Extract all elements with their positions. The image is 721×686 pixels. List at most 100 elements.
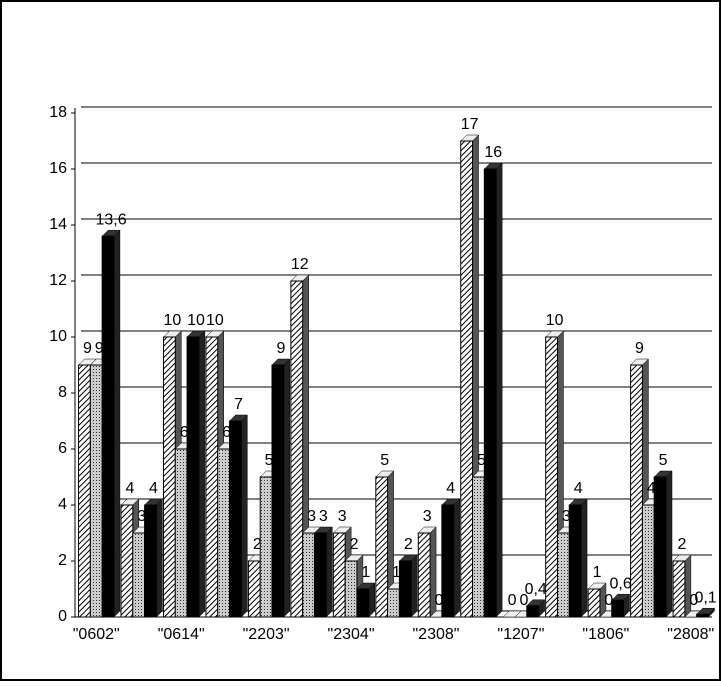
bar-face xyxy=(217,448,231,618)
data-label: 0,1 xyxy=(694,589,716,606)
bar xyxy=(441,498,461,618)
data-label: 3 xyxy=(137,508,146,525)
bar-face xyxy=(89,364,103,618)
data-label: 3 xyxy=(338,508,347,525)
data-label: 0,4 xyxy=(525,581,547,598)
data-label: 5 xyxy=(659,452,668,469)
bar-face xyxy=(495,162,503,618)
x-tick-label: "1207" xyxy=(497,626,544,643)
bar xyxy=(228,414,248,618)
bar-face xyxy=(344,560,358,618)
bar-face xyxy=(174,448,188,618)
data-label: 6 xyxy=(180,424,189,441)
bar-face xyxy=(332,532,346,618)
data-label: 3 xyxy=(562,508,571,525)
data-label: 9 xyxy=(83,340,92,357)
data-label: 16 xyxy=(484,144,502,161)
bar-face xyxy=(144,504,157,618)
bar-face xyxy=(453,498,460,618)
bar-face xyxy=(568,504,582,618)
x-tick-label: "2808" xyxy=(667,626,714,643)
bar-face xyxy=(120,504,134,618)
bar xyxy=(672,554,692,618)
bar-face xyxy=(375,476,389,618)
x-tick-label: "0614" xyxy=(158,626,205,643)
bar xyxy=(696,607,716,618)
data-label: 0 xyxy=(689,592,698,609)
bar-face xyxy=(526,605,540,618)
bar xyxy=(271,358,291,618)
bar-face xyxy=(398,560,412,618)
data-label: 0 xyxy=(508,592,517,609)
data-label: 1 xyxy=(392,564,401,581)
bar-face xyxy=(259,476,273,618)
x-tick-label: "1806" xyxy=(582,626,629,643)
data-label: 5 xyxy=(380,452,389,469)
y-tick-label: 0 xyxy=(58,608,67,625)
data-label: 10 xyxy=(206,312,224,329)
bar-face xyxy=(78,364,91,618)
data-label: 3 xyxy=(319,508,328,525)
data-label: 9 xyxy=(95,340,104,357)
bar-face xyxy=(101,235,115,618)
y-tick-label: 16 xyxy=(49,160,67,177)
bar xyxy=(653,470,673,618)
data-label: 12 xyxy=(291,256,309,273)
y-tick-label: 18 xyxy=(49,104,67,121)
bar-face xyxy=(205,336,219,618)
y-tick-label: 6 xyxy=(58,440,67,457)
bar-face xyxy=(271,364,285,618)
data-label: 5 xyxy=(477,452,486,469)
data-label: 0 xyxy=(435,592,444,609)
bar xyxy=(417,526,437,618)
bar xyxy=(398,554,418,618)
data-label: 0 xyxy=(519,592,528,609)
data-label: 7 xyxy=(234,396,243,413)
bar-face xyxy=(229,420,242,618)
data-label: 2 xyxy=(350,536,359,553)
data-label: 4 xyxy=(149,480,158,497)
bar-face xyxy=(483,168,497,618)
data-label: 9 xyxy=(276,340,285,357)
bar-face xyxy=(156,498,163,618)
bar-face xyxy=(611,599,625,618)
data-label: 3 xyxy=(423,508,432,525)
data-label: 4 xyxy=(446,480,455,497)
bar-face xyxy=(326,526,333,618)
data-label: 5 xyxy=(265,452,274,469)
bar-face xyxy=(247,560,261,618)
data-label: 4 xyxy=(125,480,134,497)
data-label: 10 xyxy=(546,312,564,329)
data-label: 1 xyxy=(593,564,602,581)
data-label: 10 xyxy=(163,312,181,329)
bar-face xyxy=(696,613,709,618)
bar-face xyxy=(580,498,588,618)
bar-face xyxy=(356,588,370,618)
bar-face xyxy=(198,330,206,618)
data-label: 6 xyxy=(222,424,231,441)
bar-face xyxy=(241,414,248,618)
x-tick-label: "2203" xyxy=(243,626,290,643)
data-label: 4 xyxy=(574,480,583,497)
x-tick-label: "0602" xyxy=(73,626,120,643)
bar-face xyxy=(313,532,327,618)
bar xyxy=(143,498,163,618)
bar-face xyxy=(387,588,400,618)
bar-face xyxy=(653,476,667,618)
bar xyxy=(356,582,376,618)
bar xyxy=(483,162,503,618)
data-label: 0 xyxy=(604,592,613,609)
bar xyxy=(313,526,333,618)
data-label: 0,6 xyxy=(610,575,632,592)
y-tick-label: 8 xyxy=(58,384,67,401)
data-label: 2 xyxy=(678,536,687,553)
data-label: 3 xyxy=(307,508,316,525)
bar-face xyxy=(641,504,655,618)
bar-face xyxy=(441,504,455,618)
data-label: 2 xyxy=(404,536,413,553)
bar-face xyxy=(672,560,686,618)
y-tick-label: 12 xyxy=(49,272,67,289)
bar-face xyxy=(132,532,146,618)
